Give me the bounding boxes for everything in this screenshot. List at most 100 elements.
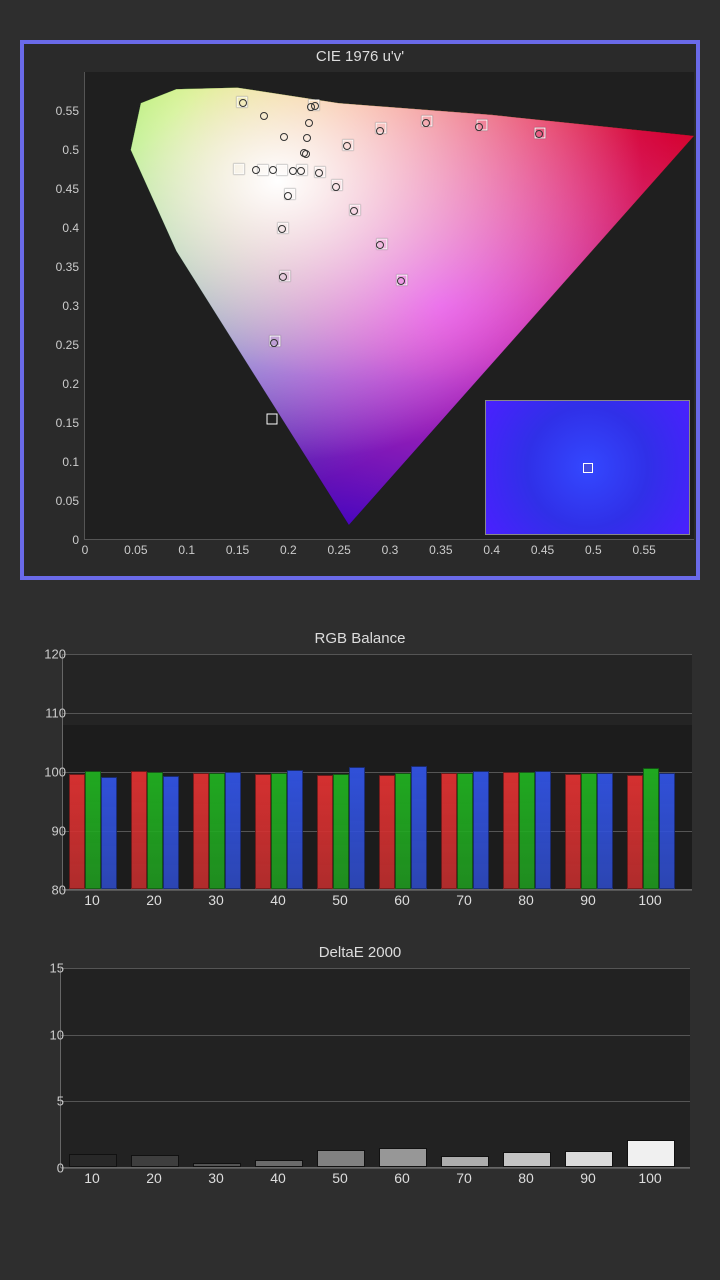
rgb-bar-g <box>395 773 411 889</box>
cie-ytick: 0.25 <box>56 338 85 352</box>
deltae-bar <box>441 1156 489 1167</box>
deltae-xtick: 100 <box>638 1170 661 1186</box>
cie-xtick: 0.5 <box>585 539 602 557</box>
rgb-xtick: 90 <box>580 892 596 908</box>
cie-ytick: 0.5 <box>62 143 85 157</box>
rgb-ytick: 120 <box>44 647 66 662</box>
deltae-ytick: 10 <box>50 1027 64 1042</box>
rgb-balance-panel: RGB Balance 8090100110120102030405060708… <box>20 630 700 920</box>
rgb-bar-r <box>131 771 147 889</box>
rgb-gridline <box>63 890 692 891</box>
rgb-bar-r <box>255 774 271 889</box>
rgb-bar-r <box>441 773 457 889</box>
deltae-xtick: 80 <box>518 1170 534 1186</box>
rgb-bar-b <box>287 770 303 889</box>
rgb-bar-g <box>271 773 287 889</box>
cie-measured-marker <box>305 119 313 127</box>
deltae-bar <box>69 1154 117 1167</box>
deltae-bar <box>379 1148 427 1167</box>
cie-measured-marker <box>260 112 268 120</box>
rgb-bar-g <box>209 773 225 889</box>
cie-xtick: 0.15 <box>226 539 249 557</box>
rgb-bar-r <box>627 775 643 889</box>
deltae-plot-area <box>60 968 690 1168</box>
cie-measured-marker <box>422 119 430 127</box>
cie-measured-marker <box>252 166 260 174</box>
deltae-ytick: 15 <box>50 961 64 976</box>
cie-measured-marker <box>270 339 278 347</box>
rgb-bar-g <box>147 772 163 889</box>
inset-marker <box>583 463 593 473</box>
rgb-gridline <box>63 654 692 655</box>
rgb-bar-b <box>349 767 365 889</box>
cie-measured-marker <box>284 192 292 200</box>
deltae-bar <box>565 1151 613 1167</box>
rgb-bar-g <box>519 772 535 889</box>
cie-measured-marker <box>303 134 311 142</box>
rgb-ytick: 110 <box>45 706 66 721</box>
rgb-bar-r <box>503 772 519 889</box>
rgb-bar-b <box>225 772 241 889</box>
deltae-xtick: 10 <box>84 1170 100 1186</box>
rgb-bar-b <box>597 773 613 889</box>
cie-ytick: 0.3 <box>62 299 85 313</box>
rgb-xtick: 20 <box>146 892 162 908</box>
cie-xtick: 0.2 <box>280 539 297 557</box>
cie-xtick: 0.1 <box>178 539 195 557</box>
rgb-bar-g <box>457 773 473 889</box>
rgb-gridline <box>63 713 692 714</box>
deltae-bar <box>193 1163 241 1167</box>
cie-measured-marker <box>297 167 305 175</box>
deltae-bar <box>317 1150 365 1167</box>
rgb-bar-b <box>535 771 551 889</box>
cie-measured-marker <box>307 103 315 111</box>
deltae-xtick: 40 <box>270 1170 286 1186</box>
deltae-ytick: 0 <box>57 1161 64 1176</box>
cie-ytick: 0.45 <box>56 182 85 196</box>
cie-target-marker <box>233 163 244 174</box>
cie-xtick: 0.55 <box>632 539 655 557</box>
cie-inset-preview <box>485 400 690 535</box>
cie-ytick: 0.55 <box>56 104 85 118</box>
cie-measured-marker <box>475 123 483 131</box>
cie-measured-marker <box>376 127 384 135</box>
rgb-ytick: 80 <box>52 883 66 898</box>
cie-plot-area: 00.050.10.150.20.250.30.350.40.450.50.55… <box>84 72 694 540</box>
rgb-bar-r <box>317 775 333 889</box>
cie-ytick: 0.15 <box>56 416 85 430</box>
rgb-ytick: 90 <box>52 824 66 839</box>
deltae-title: DeltaE 2000 <box>20 944 700 961</box>
rgb-xtick: 80 <box>518 892 534 908</box>
rgb-plot-area <box>62 654 692 890</box>
cie-measured-marker <box>269 166 277 174</box>
deltae-bar <box>255 1160 303 1167</box>
cie-measured-marker <box>332 183 340 191</box>
rgb-xtick: 100 <box>638 892 661 908</box>
deltae-xtick: 60 <box>394 1170 410 1186</box>
cie-xtick: 0 <box>82 539 89 557</box>
rgb-xtick: 60 <box>394 892 410 908</box>
cie-xtick: 0.4 <box>483 539 500 557</box>
deltae-gridline <box>61 968 690 969</box>
cie-target-marker <box>277 165 288 176</box>
cie-xtick: 0.3 <box>382 539 399 557</box>
cie-ytick: 0.2 <box>62 377 85 391</box>
rgb-bar-r <box>69 774 85 889</box>
rgb-xtick: 30 <box>208 892 224 908</box>
deltae-xtick: 90 <box>580 1170 596 1186</box>
cie-measured-marker <box>278 225 286 233</box>
cie-measured-marker <box>315 169 323 177</box>
deltae-bar <box>131 1155 179 1167</box>
rgb-bar-b <box>411 766 427 889</box>
cie-xtick: 0.35 <box>429 539 452 557</box>
rgb-bar-r <box>565 774 581 889</box>
cie-measured-marker <box>279 273 287 281</box>
rgb-ytick: 100 <box>44 765 66 780</box>
rgb-bar-r <box>193 773 209 889</box>
deltae-gridline <box>61 1101 690 1102</box>
deltae-panel: DeltaE 2000 051015102030405060708090100 <box>20 944 700 1204</box>
cie-measured-marker <box>280 133 288 141</box>
deltae-xtick: 70 <box>456 1170 472 1186</box>
deltae-bar <box>503 1152 551 1167</box>
cie-xtick: 0.05 <box>124 539 147 557</box>
